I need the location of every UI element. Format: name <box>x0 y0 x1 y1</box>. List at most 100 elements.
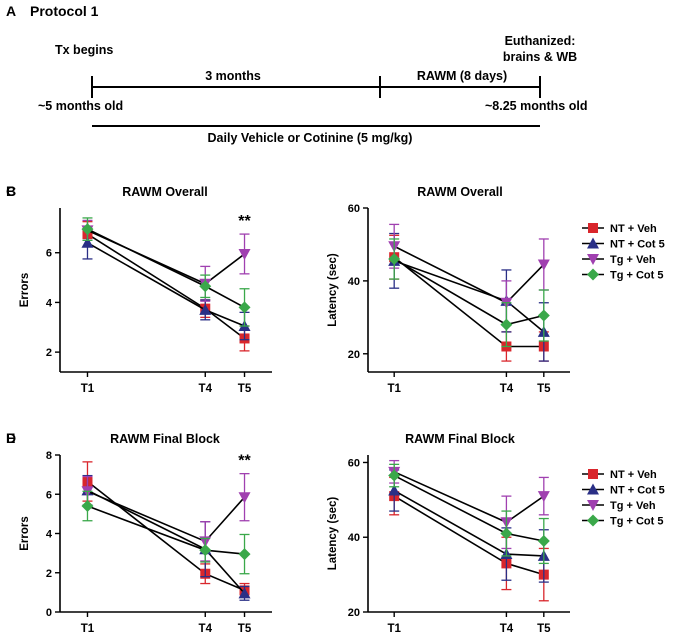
legend-marker <box>587 254 599 265</box>
data-point <box>388 484 401 496</box>
data-point <box>81 236 94 248</box>
chart-title: RAWM Final Block <box>110 432 220 446</box>
x-tick-label: T1 <box>387 383 401 395</box>
data-point <box>388 253 401 266</box>
data-point <box>238 548 251 561</box>
y-tick-label: 60 <box>348 203 360 215</box>
y-axis-label: Errors <box>19 273 31 308</box>
x-tick-label: T4 <box>199 623 213 635</box>
data-point <box>238 492 251 504</box>
series-tg-veh <box>81 472 251 562</box>
legend-1: NT + Veh NT + Cot 5 Tg + Veh Tg + Cot 5 <box>582 223 665 282</box>
y-tick-label: 0 <box>46 607 52 619</box>
series-nt-veh <box>82 221 250 352</box>
x-tick-label: T5 <box>238 623 252 635</box>
series-tg-veh <box>388 459 550 550</box>
legend-marker <box>587 237 599 249</box>
significance-annotation: ** <box>238 213 251 230</box>
y-tick-label: 2 <box>46 347 52 359</box>
legend-item: NT + Cot 5 <box>582 483 665 497</box>
data-point <box>500 527 513 540</box>
y-tick-label: 40 <box>348 532 360 544</box>
start-age-label: ~5 months old <box>38 99 123 113</box>
legend-item: NT + Cot 5 <box>582 237 665 251</box>
tx-begins-label: Tx begins <box>55 43 113 57</box>
x-tick-label: T1 <box>81 383 95 395</box>
significance-annotation: ** <box>238 453 251 470</box>
x-tick-label: T4 <box>500 383 514 395</box>
legend-marker <box>587 268 599 281</box>
data-point <box>81 223 94 236</box>
data-point <box>238 587 251 599</box>
chart-title: RAWM Overall <box>122 185 207 199</box>
series-line <box>393 489 544 557</box>
data-point <box>537 309 550 322</box>
end-age-label: ~8.25 months old <box>485 99 587 113</box>
data-point <box>199 544 212 557</box>
legend-label: NT + Cot 5 <box>610 485 665 497</box>
protocol-panel: A Protocol 1 Tx begins 3 months RAWM (8 … <box>6 3 587 145</box>
x-tick-label: T1 <box>387 623 401 635</box>
legend-label: NT + Cot 5 <box>610 239 665 251</box>
series-line <box>87 233 246 340</box>
y-tick-label: 8 <box>46 450 52 462</box>
series-tg-cot-5 <box>81 217 251 327</box>
legend-item: Tg + Cot 5 <box>582 514 663 528</box>
y-tick-label: 6 <box>46 248 52 260</box>
x-tick-label: T5 <box>537 623 551 635</box>
y-tick-label: 4 <box>46 297 53 309</box>
legend-label: NT + Veh <box>610 469 657 481</box>
data-point <box>537 491 550 503</box>
data-point <box>537 534 550 547</box>
chart-b: B RAWM Overall 2 4 6 T1 T4 T5 Errors ** <box>6 183 272 395</box>
series-line <box>87 489 246 594</box>
x-tick-label: T5 <box>238 383 252 395</box>
series-tg-cot-5 <box>81 490 251 575</box>
legend-item: Tg + Veh <box>582 254 656 266</box>
legend-label: Tg + Cot 5 <box>610 516 663 528</box>
y-axis-label: Latency (sec) <box>327 497 339 571</box>
chart-d: D RAWM Final Block 0 2 4 6 8 T1 T4 T5 Errors ** <box>6 430 272 635</box>
period-3-months: 3 months <box>205 69 261 83</box>
legend-marker <box>587 483 599 495</box>
panel-letter-e: E <box>6 430 15 446</box>
series-line <box>87 228 245 309</box>
legend-item: NT + Veh <box>582 469 657 481</box>
series-tg-cot-5 <box>388 463 550 565</box>
y-axis-label: Errors <box>19 516 31 551</box>
legend-label: Tg + Cot 5 <box>610 270 663 282</box>
x-tick-label: T4 <box>199 383 213 395</box>
protocol-title: Protocol 1 <box>30 3 99 19</box>
y-tick-label: 40 <box>348 276 360 288</box>
data-point <box>199 280 212 293</box>
series-line <box>393 495 545 576</box>
legend-marker <box>587 500 599 511</box>
legend-label: Tg + Veh <box>610 500 656 512</box>
data-point <box>238 248 251 260</box>
legend-item: Tg + Cot 5 <box>582 268 663 282</box>
chart-title: RAWM Overall <box>417 185 502 199</box>
x-tick-label: T1 <box>81 623 95 635</box>
charts: B RAWM Overall 2 4 6 T1 T4 T5 Errors ** C RAWM Over… <box>6 183 570 635</box>
legend-marker <box>588 223 598 233</box>
series-tg-cot-5 <box>388 238 550 348</box>
chart-c: C RAWM Overall 20 40 60 T1 T4 T5 Latency (sec) <box>6 183 570 395</box>
end-label-line1: Euthanized: <box>505 34 576 48</box>
data-point <box>500 318 513 331</box>
series-line <box>87 490 246 543</box>
panel-letter-b: B <box>6 183 16 199</box>
y-tick-label: 60 <box>348 457 360 469</box>
legend-marker <box>587 514 599 527</box>
y-axis-label: Latency (sec) <box>327 253 339 327</box>
x-tick-label: T4 <box>500 623 514 635</box>
x-tick-label: T5 <box>537 383 551 395</box>
y-tick-label: 2 <box>46 568 52 580</box>
y-tick-label: 4 <box>46 529 53 541</box>
legend-label: NT + Veh <box>610 223 657 235</box>
y-tick-label: 20 <box>348 607 360 619</box>
legend-item: Tg + Veh <box>582 500 656 512</box>
series-nt-veh <box>389 476 549 602</box>
series-nt-cot-5 <box>388 232 550 362</box>
